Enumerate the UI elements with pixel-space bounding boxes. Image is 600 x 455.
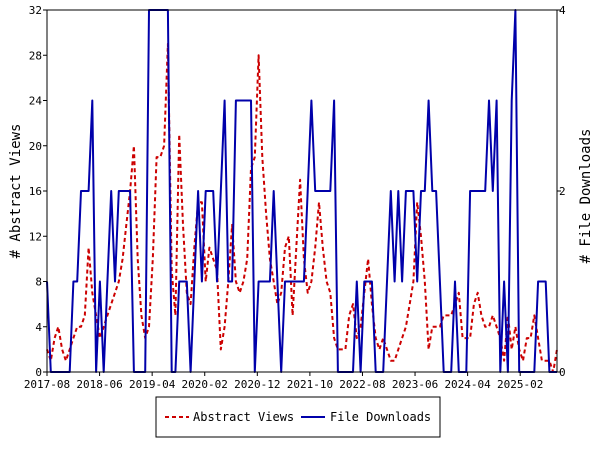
x-tick-label: 2019-04 bbox=[129, 378, 176, 391]
y-left-tick-label: 32 bbox=[29, 4, 42, 17]
y-right-tick-label: 4 bbox=[559, 4, 566, 17]
plot-frame bbox=[46, 9, 558, 373]
plot-area bbox=[46, 9, 558, 373]
series-line-abstract-views bbox=[46, 42, 558, 373]
y-left-tick-label: 8 bbox=[35, 276, 42, 289]
x-tick-label: 2017-08 bbox=[24, 378, 70, 391]
y-axis-left-title: # Abstract Views bbox=[8, 124, 24, 259]
legend: Abstract Views File Downloads bbox=[155, 396, 441, 438]
y-left-tick-label: 16 bbox=[29, 185, 42, 198]
y-left-tick-label: 4 bbox=[35, 321, 42, 334]
legend-label-file-downloads: File Downloads bbox=[330, 410, 431, 424]
y-left-tick-label: 24 bbox=[29, 95, 43, 108]
series-line-file-downloads bbox=[46, 9, 557, 373]
y-left-tick-label: 28 bbox=[29, 49, 42, 62]
x-tick-label: 2020-02 bbox=[182, 378, 228, 391]
y-left-tick-label: 0 bbox=[35, 366, 42, 379]
x-tick-label: 2023-06 bbox=[392, 378, 438, 391]
x-tick-label: 2025-02 bbox=[497, 378, 543, 391]
x-tick-label: 2024-04 bbox=[444, 378, 491, 391]
legend-label-abstract-views: Abstract Views bbox=[193, 410, 294, 424]
y-left-tick-label: 12 bbox=[29, 230, 42, 243]
x-tick-label: 2022-08 bbox=[339, 378, 385, 391]
legend-box bbox=[155, 396, 441, 438]
x-tick-label: 2021-10 bbox=[287, 378, 333, 391]
y-right-tick-label: 2 bbox=[559, 185, 566, 198]
y-left-tick-label: 20 bbox=[29, 140, 42, 153]
y-axis-right-title: # File Downloads bbox=[578, 129, 594, 264]
x-tick-label: 2020-12 bbox=[234, 378, 280, 391]
y-right-tick-label: 0 bbox=[559, 366, 566, 379]
x-tick-label: 2018-06 bbox=[76, 378, 122, 391]
